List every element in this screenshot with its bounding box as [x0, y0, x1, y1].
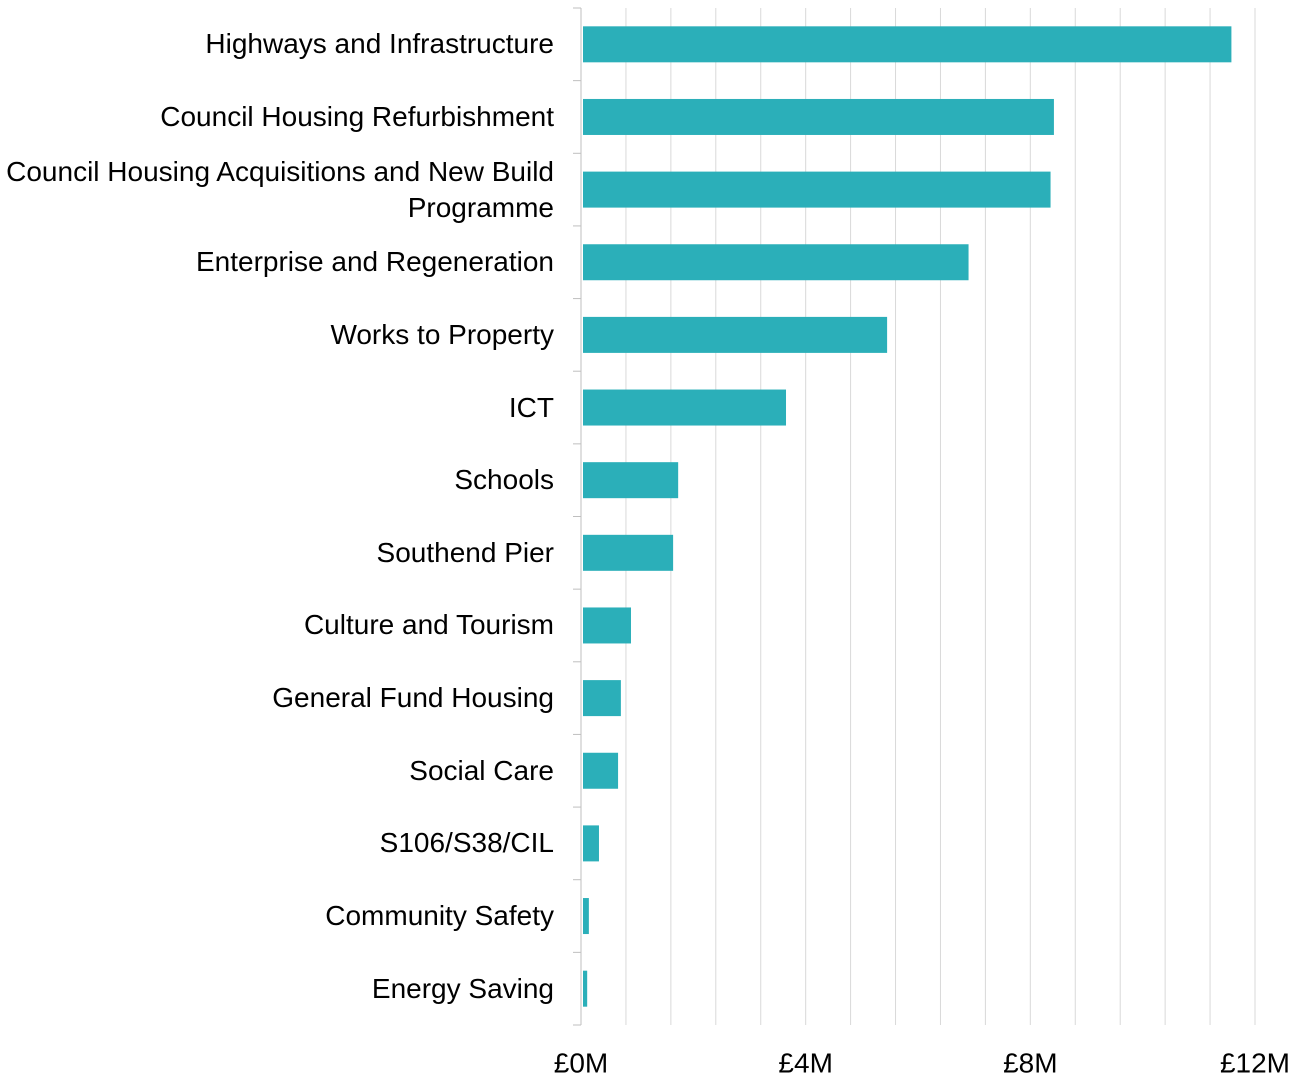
bar — [583, 607, 631, 644]
y-tick-label: S106/S38/CIL — [379, 827, 554, 859]
x-tick-label: £4M — [778, 1047, 832, 1078]
bar — [583, 898, 589, 935]
x-tick-label: £8M — [1003, 1047, 1057, 1078]
y-tick-label: Southend Pier — [376, 536, 554, 568]
bar — [583, 316, 888, 353]
y-tick-label: Energy Saving — [371, 972, 554, 1004]
y-tick-label: General Fund Housing — [272, 682, 554, 714]
bar — [583, 389, 787, 426]
y-tick-label: Council Housing Acquisitions and New Bui… — [6, 155, 554, 223]
y-tick-label: Council Housing Refurbishment — [160, 100, 554, 132]
y-tick-label: Highways and Infrastructure — [205, 28, 554, 60]
bar — [583, 26, 1232, 63]
y-tick-label: Culture and Tourism — [303, 609, 554, 641]
x-tick-label: £0M — [554, 1047, 608, 1078]
bar — [583, 98, 1054, 135]
y-tick-label: Works to Property — [330, 318, 554, 350]
bar — [583, 534, 674, 571]
bar — [583, 171, 1051, 208]
bar — [583, 462, 679, 499]
bar — [583, 752, 619, 789]
bar — [583, 970, 588, 1007]
bar — [583, 825, 599, 862]
x-tick-label: £12M — [1220, 1047, 1290, 1078]
y-tick-label: Social Care — [409, 754, 554, 786]
y-tick-label: Community Safety — [325, 900, 554, 932]
y-tick-label: Enterprise and Regeneration — [195, 246, 554, 278]
bar — [583, 244, 969, 281]
y-tick-label: ICT — [508, 391, 554, 423]
y-tick-label: Schools — [454, 464, 554, 496]
bar — [583, 680, 621, 717]
